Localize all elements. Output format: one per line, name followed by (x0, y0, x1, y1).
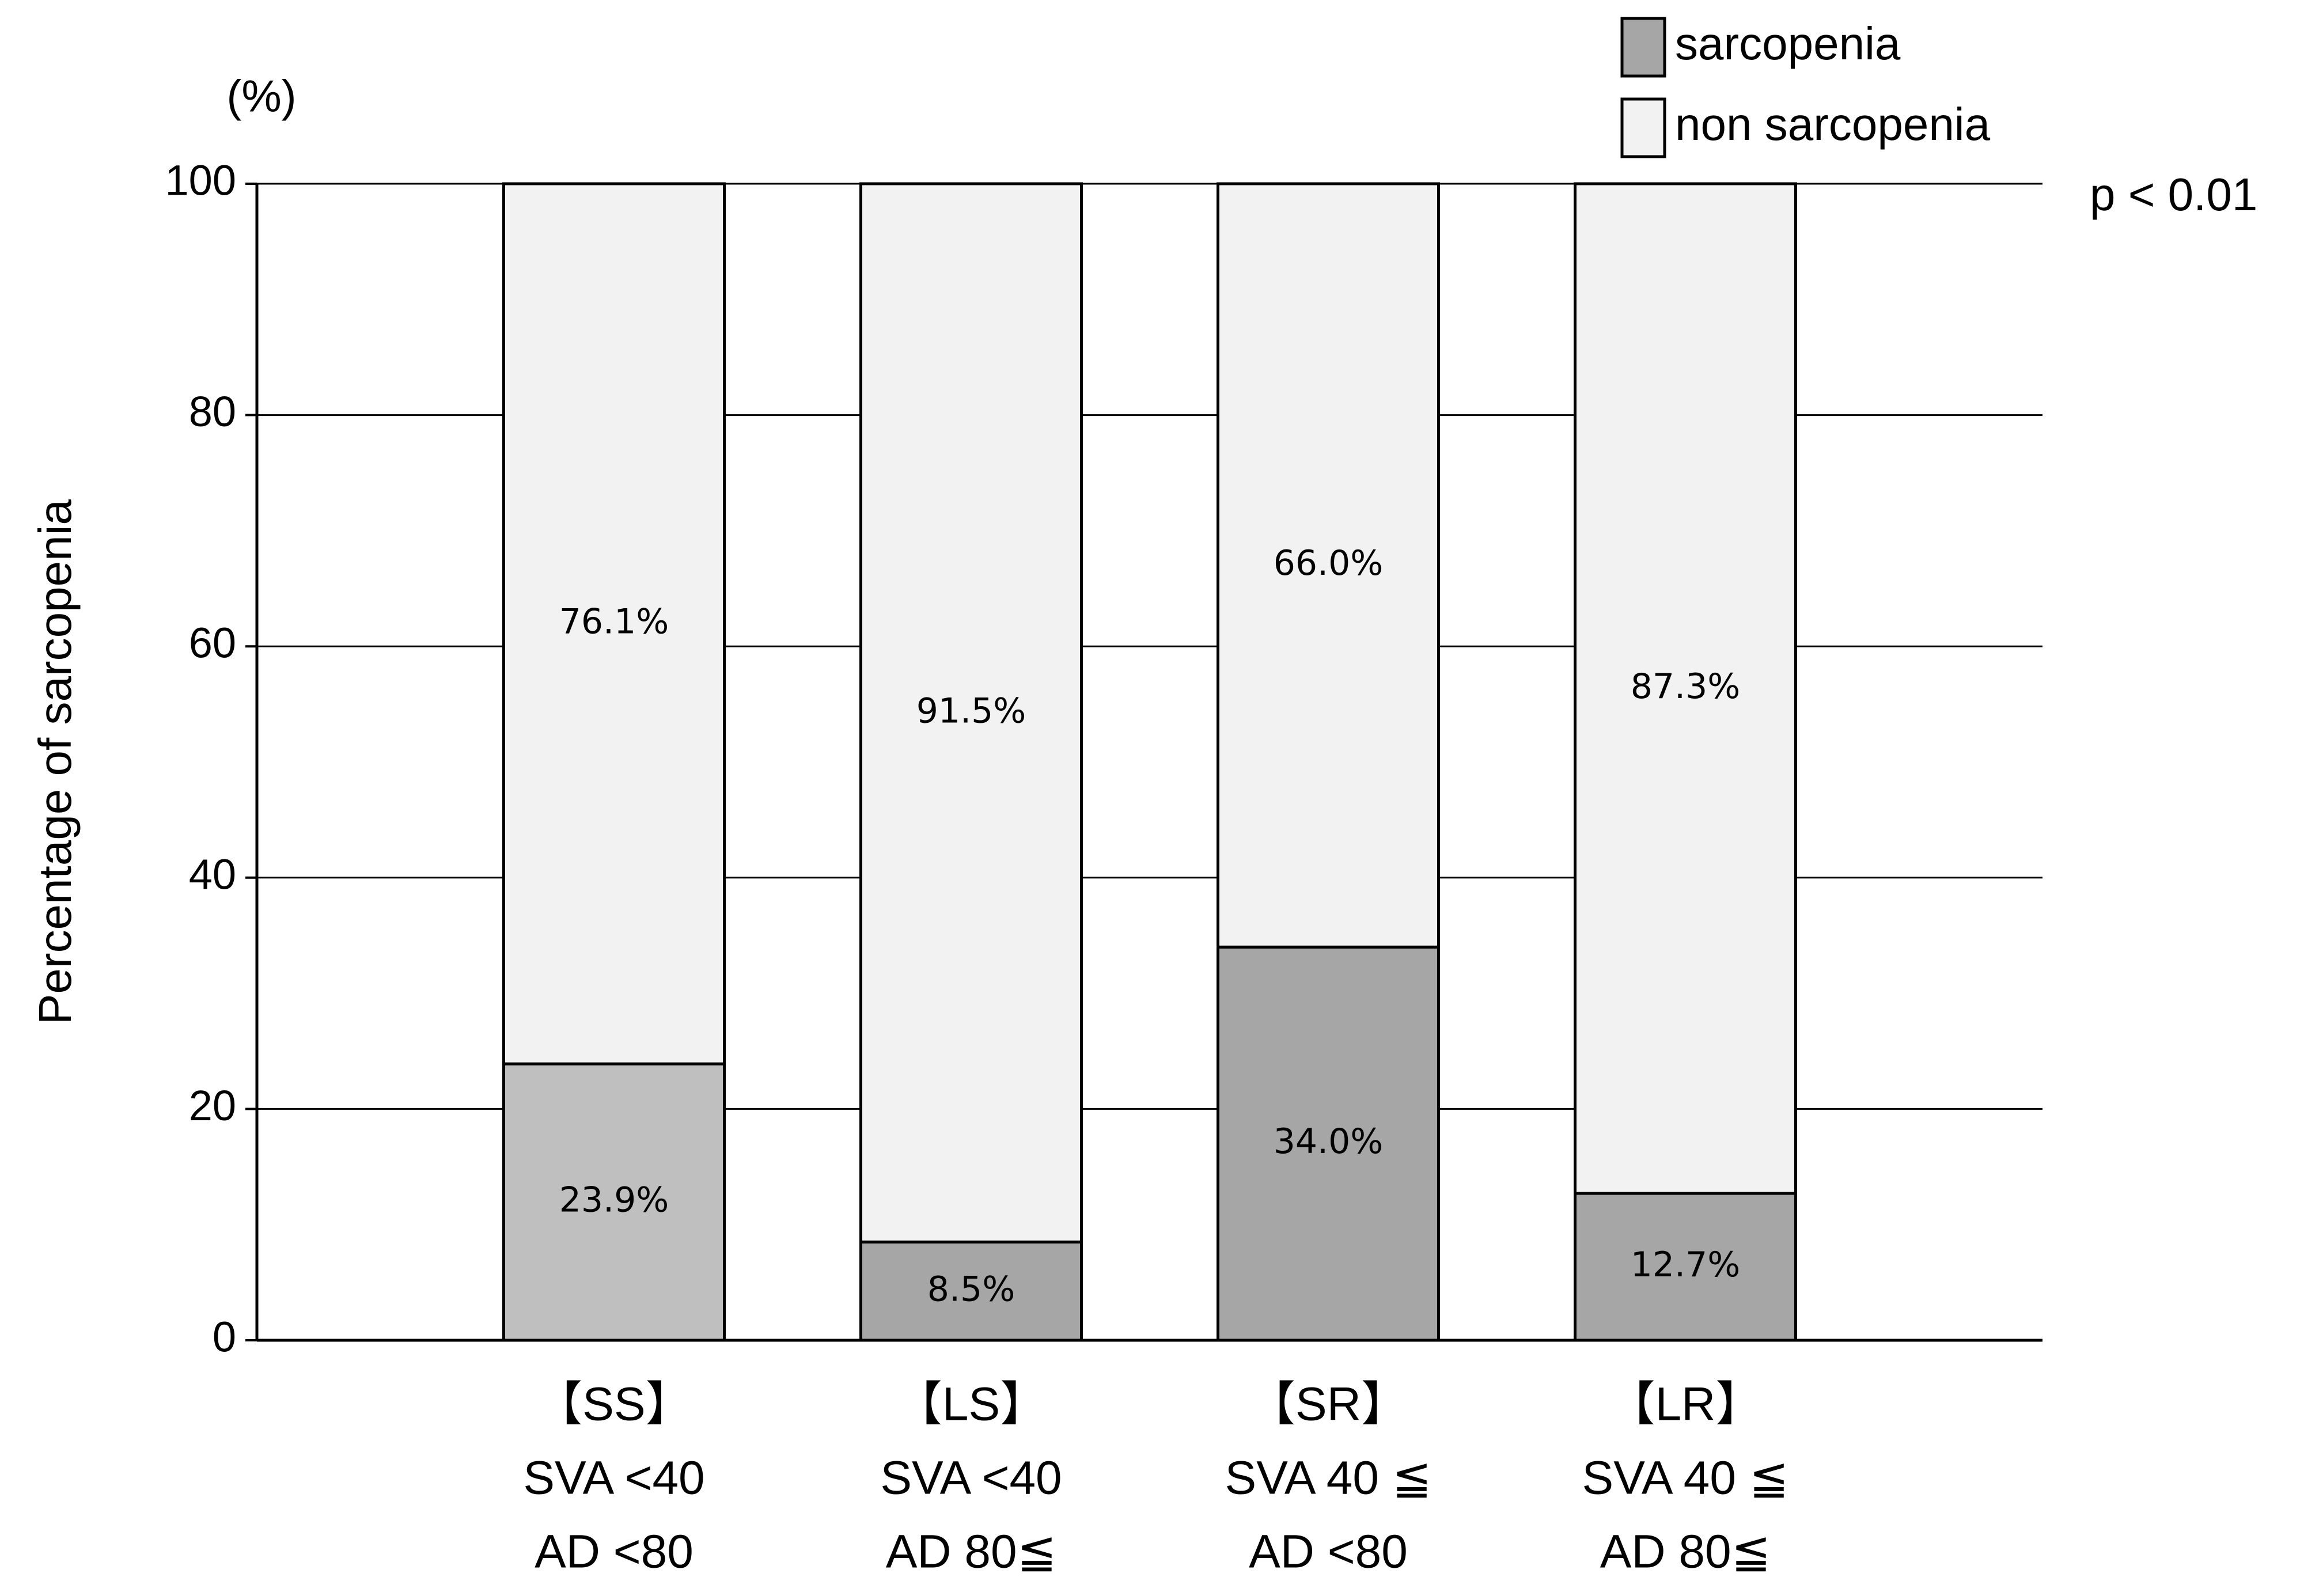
x-tick-label: 【SR】 (1248, 1378, 1408, 1431)
x-tick-label: AD <80 (535, 1526, 694, 1578)
bar-segment (1574, 1192, 1797, 1342)
bar-segment (1217, 945, 1440, 1342)
bar-segment (1217, 182, 1440, 949)
x-tick-label: SVA 40 ≦ (1582, 1452, 1789, 1504)
bar-segment (1574, 182, 1797, 1195)
bar-segment (502, 1062, 726, 1342)
y-tick-label: 60 (189, 619, 236, 667)
bar-segment (859, 1240, 1083, 1342)
data-label: 66.0% (1274, 543, 1384, 583)
y-tick-label: 0 (213, 1313, 236, 1361)
data-label: 23.9% (559, 1180, 669, 1220)
y-axis-label: Percentage of sarcopenia (29, 499, 81, 1025)
x-tick-label: AD 80≦ (1600, 1526, 1771, 1578)
bar-segment (502, 182, 726, 1066)
data-label: 34.0% (1274, 1121, 1384, 1162)
data-label: 91.5% (916, 691, 1026, 731)
data-label: 87.3% (1631, 666, 1741, 707)
x-tick-label: SVA <40 (880, 1452, 1062, 1504)
legend-label: sarcopenia (1675, 18, 1901, 69)
x-tick-label: SVA 40 ≦ (1225, 1452, 1432, 1504)
y-tick-label: 80 (189, 388, 236, 435)
data-label: 76.1% (559, 602, 669, 642)
data-label: 8.5% (927, 1269, 1015, 1309)
x-tick-label: 【LS】 (895, 1378, 1047, 1431)
bar-segment (859, 182, 1083, 1244)
annotation: p < 0.01 (2090, 169, 2257, 220)
y-tick-label: 40 (189, 850, 236, 898)
x-tick-label: AD 80≦ (886, 1526, 1057, 1578)
legend-label: non sarcopenia (1675, 98, 1991, 150)
x-tick-label: 【SS】 (535, 1378, 692, 1431)
unit-label: (%) (226, 71, 296, 122)
x-tick-label: 【LR】 (1608, 1378, 1763, 1431)
x-tick-label: SVA <40 (523, 1452, 704, 1504)
y-tick-label: 100 (165, 157, 236, 204)
x-tick-label: AD <80 (1249, 1526, 1408, 1578)
legend-swatch (1620, 97, 1666, 158)
data-label: 12.7% (1631, 1245, 1741, 1285)
y-tick-label: 20 (189, 1082, 236, 1129)
legend-swatch (1620, 17, 1666, 78)
